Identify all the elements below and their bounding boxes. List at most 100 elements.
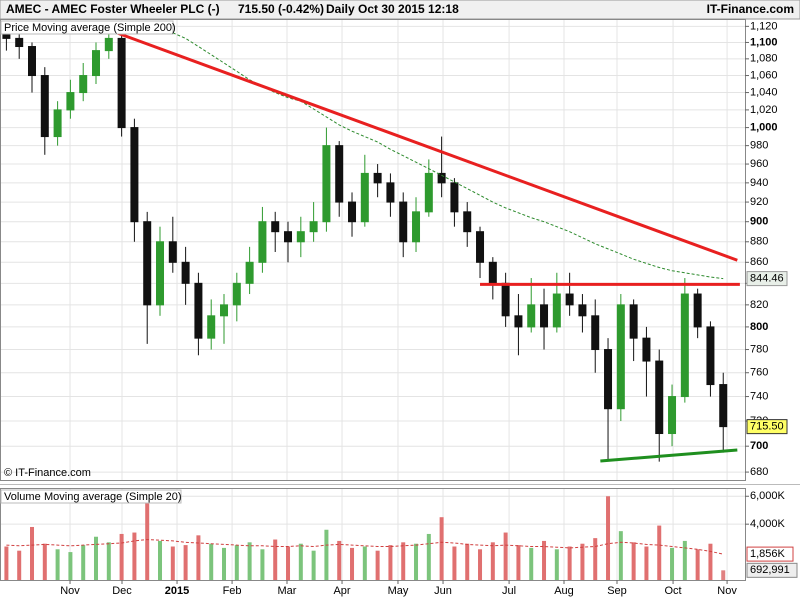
y-tick-label: 960	[750, 158, 768, 170]
candle-body	[655, 360, 664, 435]
volume-bar	[567, 546, 572, 580]
x-tick-label: Oct	[664, 585, 681, 597]
volume-bar	[631, 542, 636, 580]
candle-body	[616, 304, 625, 410]
y-tick-label: 1,060	[750, 69, 778, 81]
candle-body	[360, 172, 369, 223]
ma-value-box	[746, 271, 788, 287]
volume-bar	[375, 550, 380, 580]
y-tick-label: 940	[750, 177, 768, 189]
volume-bar	[414, 543, 419, 580]
candle-body	[604, 349, 613, 410]
volume-bar	[350, 547, 355, 580]
candle-body	[335, 145, 344, 203]
copyright: © IT-Finance.com	[4, 467, 91, 479]
volume-bar	[721, 570, 726, 580]
candle-body	[527, 304, 536, 328]
price-value-label: 715.50	[750, 421, 784, 433]
volume-bar	[362, 546, 367, 580]
volume-bar	[273, 539, 278, 580]
x-tick-label: Aug	[554, 585, 574, 597]
candle-body	[629, 304, 638, 339]
volume-bar	[298, 543, 303, 580]
volume-bar	[94, 536, 99, 580]
candle-body	[15, 37, 24, 48]
y-tick-label: 880	[750, 236, 768, 248]
candle-body	[156, 241, 165, 306]
period: Daily	[326, 2, 355, 16]
candle-body	[92, 50, 101, 77]
volume-bar	[286, 546, 291, 580]
volume-bar	[106, 542, 111, 580]
volume-bar	[542, 540, 547, 580]
candle-body	[53, 109, 62, 138]
candle-body	[232, 282, 241, 306]
volume-value-label: 692,991	[750, 564, 790, 576]
candle-body	[207, 315, 216, 339]
volume-ma-box	[746, 546, 794, 562]
volume-bar	[401, 542, 406, 580]
candle-body	[668, 396, 677, 435]
volume-bar	[222, 547, 227, 580]
candle-body	[476, 231, 485, 263]
volume-bar	[260, 549, 265, 580]
candle-body	[591, 315, 600, 351]
candle-body	[104, 37, 113, 52]
volume-bar	[324, 529, 329, 580]
volume-bar	[17, 550, 22, 580]
x-tick-label: Dec	[112, 585, 132, 597]
candle-body	[540, 304, 549, 328]
x-tick-label: Mar	[278, 585, 297, 597]
candle-body	[2, 33, 11, 39]
volume-ma-label: 1,856K	[750, 548, 786, 560]
y-tick-label: 4,000K	[750, 518, 786, 530]
volume-bar	[465, 543, 470, 580]
candle-body	[578, 304, 587, 317]
candle-body	[501, 282, 510, 317]
volume-bar	[158, 540, 163, 580]
volume-bar	[580, 543, 585, 580]
volume-bar	[81, 545, 86, 580]
candle-body	[143, 221, 152, 306]
volume-bar	[708, 543, 713, 580]
candle-body	[309, 221, 318, 233]
volume-bar	[644, 546, 649, 580]
candle-body	[552, 293, 561, 328]
volume-panel	[0, 488, 746, 581]
volume-bar	[657, 525, 662, 580]
volume-bar	[183, 545, 188, 580]
candle-body	[412, 211, 421, 243]
volume-bar	[426, 533, 431, 580]
volume-bar	[234, 545, 239, 580]
candle-body	[386, 182, 395, 203]
x-tick-label: Nov	[717, 585, 737, 597]
legend-price: Price	[4, 22, 29, 34]
volume-value-box	[746, 562, 798, 578]
volume-bar	[247, 542, 252, 580]
volume-bar	[682, 540, 687, 580]
candle-body	[680, 293, 689, 398]
volume-bar	[68, 552, 73, 580]
y-tick-label: 860	[750, 256, 768, 268]
legend-box	[0, 489, 182, 504]
candle-body	[399, 201, 408, 243]
candle-body	[66, 92, 75, 111]
candle-body	[322, 145, 331, 223]
legend-volume: Volume	[4, 491, 41, 503]
candle-body	[271, 221, 280, 233]
x-tick-label: Apr	[333, 585, 350, 597]
volume-bar	[503, 532, 508, 580]
candle-body	[79, 75, 88, 94]
y-tick-label: 800	[750, 321, 768, 333]
candle-body	[642, 337, 651, 362]
candle-body	[245, 261, 254, 284]
volume-bar	[439, 517, 444, 580]
volume-bar	[337, 540, 342, 580]
volume-bar	[209, 543, 214, 580]
trend-line	[600, 448, 738, 463]
volume-bar	[554, 549, 559, 580]
x-tick-label: Sep	[607, 585, 627, 597]
candle-body	[117, 37, 126, 129]
volume-bar	[119, 533, 124, 580]
candle-body	[220, 304, 229, 317]
